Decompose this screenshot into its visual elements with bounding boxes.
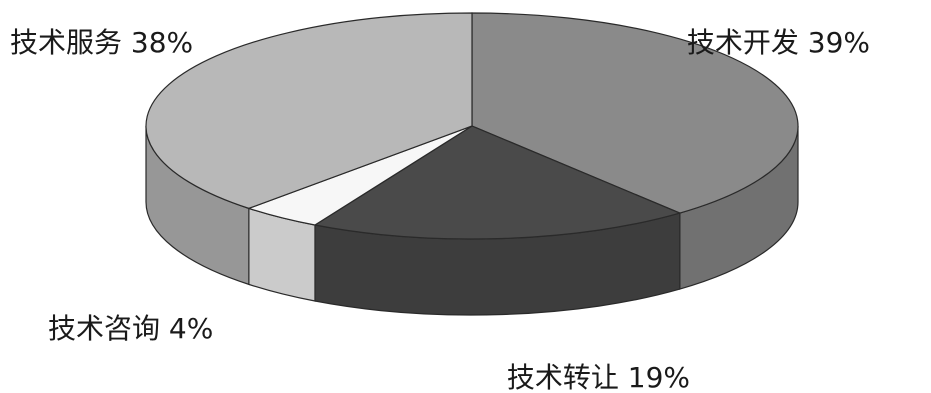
slice-label-tech-development: 技术开发 39%: [687, 26, 870, 59]
pie-slice-tech-transfer: [313, 125, 682, 240]
pie-slice-tech-service: [145, 12, 473, 210]
slice-label-tech-consulting: 技术咨询 4%: [48, 312, 213, 345]
pie-sides: [145, 125, 799, 316]
pie-tops: [145, 12, 799, 240]
slice-label-tech-transfer: 技术转让 19%: [507, 361, 690, 393]
pie-slice-tech-development: [471, 12, 799, 214]
slice-label-tech-service: 技术服务 38%: [10, 26, 193, 59]
pie-labels: 技术开发 39% 技术转让 19% 技术咨询 4% 技术服务 38%: [10, 26, 870, 393]
